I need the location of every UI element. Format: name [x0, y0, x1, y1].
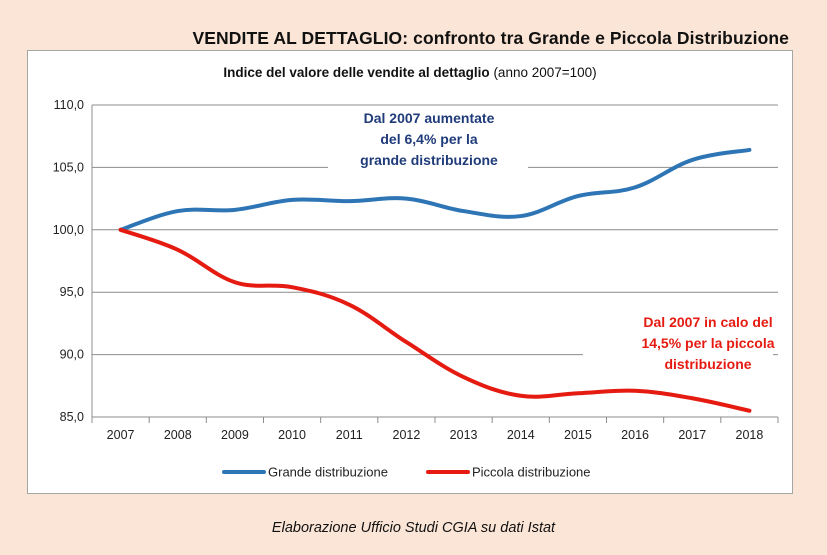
source-note: Elaborazione Ufficio Studi CGIA su dati … — [271, 520, 556, 536]
x-tick-label: 2009 — [221, 428, 249, 442]
x-tick-label: 2008 — [164, 428, 192, 442]
page-title: VENDITE AL DETTAGLIO: confronto tra Gran… — [192, 28, 789, 48]
legend-label-grande: Grande distribuzione — [268, 465, 388, 480]
x-tick-label: 2017 — [678, 428, 706, 442]
series-line-piccola — [118, 227, 752, 413]
chart-title-main: Indice del valore delle vendite al detta… — [223, 65, 490, 80]
x-tick-label: 2013 — [450, 428, 478, 442]
annotation-piccola-line: 14,5% per la piccola — [641, 335, 774, 351]
annotation-grande-line: del 6,4% per la — [380, 131, 477, 147]
series-line-grande — [118, 147, 752, 232]
x-tick-label: 2016 — [621, 428, 649, 442]
x-tick-label: 2018 — [736, 428, 764, 442]
y-tick-label: 100,0 — [53, 223, 84, 237]
x-tick-label: 2012 — [393, 428, 421, 442]
annotation-grande-line: grande distribuzione — [360, 152, 498, 168]
chart-panel: Indice del valore delle vendite al detta… — [27, 50, 793, 494]
y-tick-label: 105,0 — [53, 160, 84, 174]
annotation-piccola-line: distribuzione — [664, 356, 751, 372]
annotation-piccola-line: Dal 2007 in calo del — [643, 314, 772, 330]
x-tick-label: 2011 — [336, 428, 363, 442]
annotation-bg-grande — [328, 109, 528, 175]
x-tick-label: 2015 — [564, 428, 592, 442]
y-tick-label: 90,0 — [60, 348, 84, 362]
chart-title: Indice del valore delle vendite al detta… — [28, 65, 792, 80]
x-tick-label: 2010 — [278, 428, 306, 442]
chart-title-note: (anno 2007=100) — [493, 65, 597, 80]
x-tick-label: 2014 — [507, 428, 535, 442]
x-tick-label: 2007 — [107, 428, 135, 442]
annotation-grande-line: Dal 2007 aumentate — [364, 110, 495, 126]
y-tick-label: 85,0 — [60, 410, 84, 424]
line-chart: 110,0 105,0 100,0 95,0 90,0 85,0 2007 2008 2009 2… — [53, 98, 779, 480]
y-tick-label: 110,0 — [54, 98, 84, 112]
annotation-bg-piccola — [583, 309, 773, 377]
legend-label-piccola: Piccola distribuzione — [472, 465, 591, 480]
y-tick-label: 95,0 — [60, 285, 84, 299]
